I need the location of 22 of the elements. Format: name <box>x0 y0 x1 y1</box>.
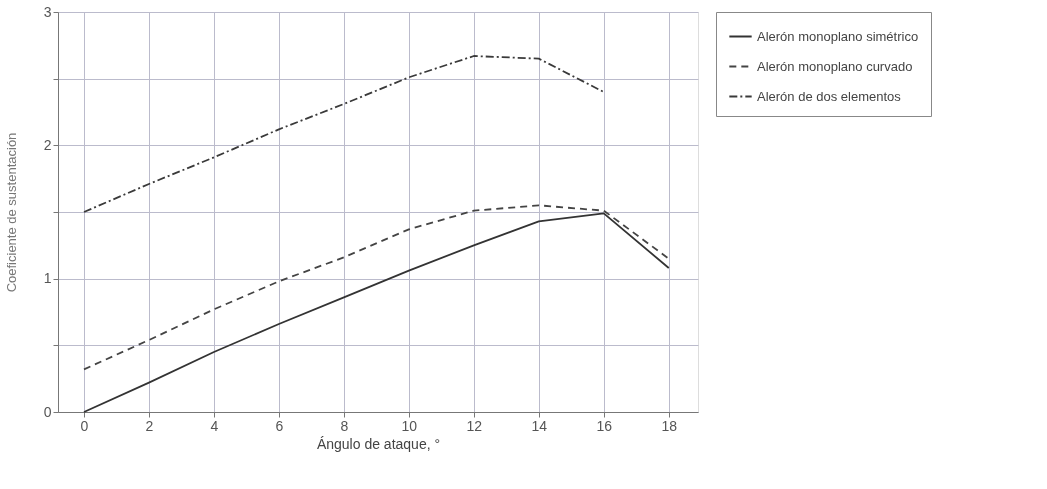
x-tick-label: 14 <box>531 417 548 434</box>
legend-label: Alerón monoplano curvado <box>757 58 913 74</box>
x-tick-label: 2 <box>145 417 154 434</box>
line-series <box>83 55 605 213</box>
legend-label: Alerón de dos elementos <box>757 88 902 104</box>
x-tick-label: 8 <box>340 417 349 434</box>
x-tick-label: 4 <box>210 417 219 434</box>
x-tick-label: 12 <box>466 417 483 434</box>
x-axis-title: Ángulo de ataque, ° <box>316 435 441 452</box>
y-tick-label: 2 <box>43 136 52 153</box>
legend-label: Alerón monoplano simétrico <box>757 28 919 44</box>
x-tick-label: 16 <box>596 417 613 434</box>
y-tick-label: 3 <box>43 3 52 20</box>
y-tick-label: 0 <box>43 403 52 420</box>
y-tick-label: 1 <box>43 270 52 287</box>
x-tick-label: 10 <box>401 417 418 434</box>
line-series <box>83 204 670 371</box>
x-tick-label: 6 <box>275 417 284 434</box>
line-series <box>83 212 670 413</box>
x-tick-label: 18 <box>661 417 678 434</box>
x-tick-label: 0 <box>80 417 89 434</box>
y-axis-title: Coeficiente de sustentación <box>3 132 19 293</box>
